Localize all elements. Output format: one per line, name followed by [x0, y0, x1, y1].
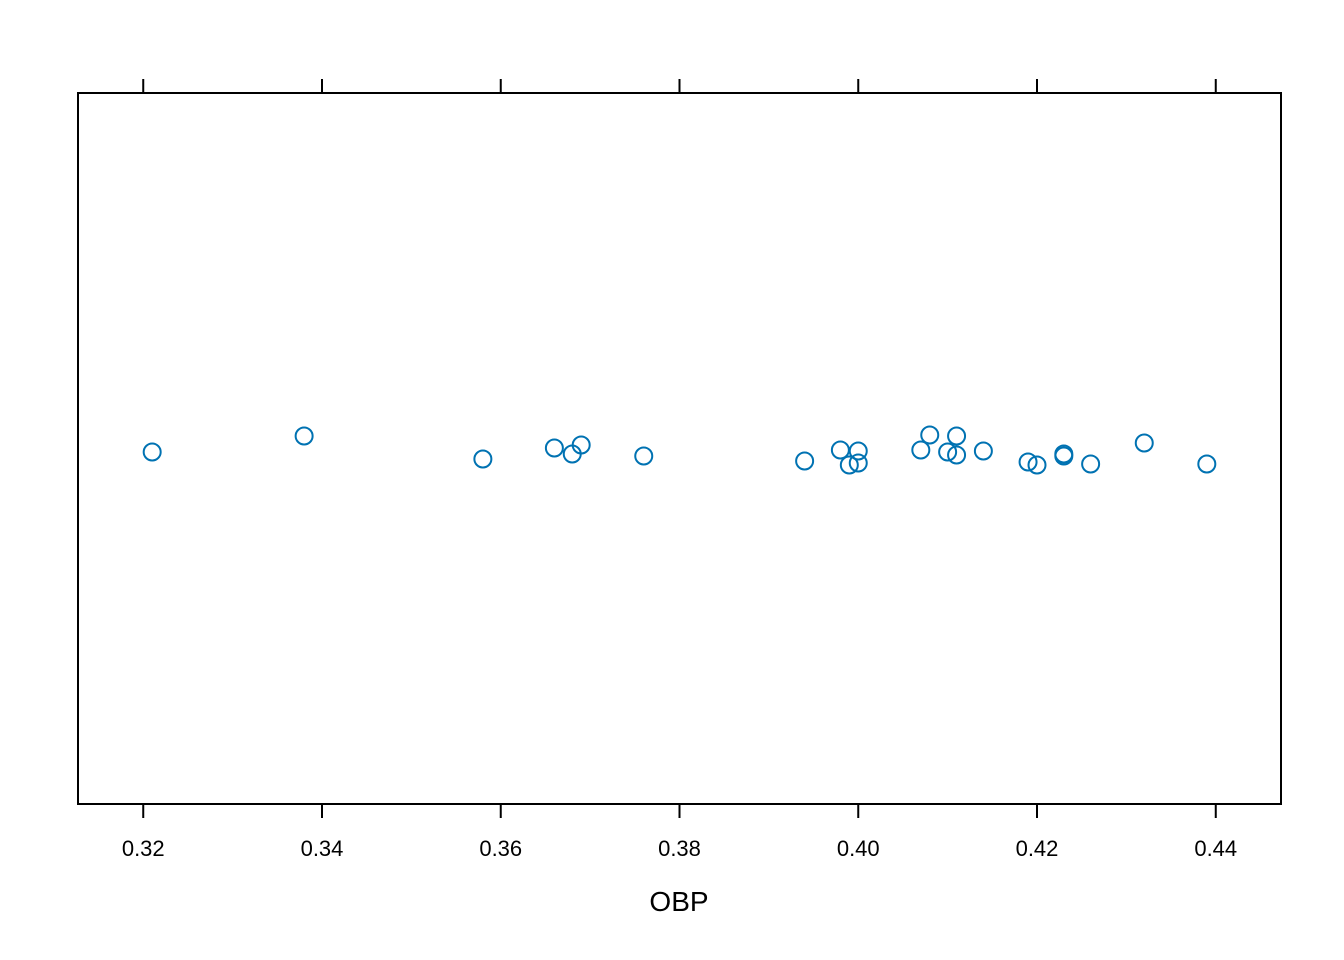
data-point: [795, 451, 815, 471]
data-point: [294, 426, 314, 446]
x-axis-title: OBP: [649, 886, 708, 917]
data-point: [973, 441, 993, 461]
x-tick-label: 0.38: [658, 836, 701, 861]
x-tick-label: 0.44: [1194, 836, 1237, 861]
x-tick-label: 0.36: [479, 836, 522, 861]
data-point: [544, 438, 564, 458]
data-point: [830, 440, 850, 460]
data-point: [947, 445, 967, 465]
data-point: [1018, 452, 1038, 472]
x-tick-label: 0.42: [1016, 836, 1059, 861]
data-point: [142, 442, 162, 462]
data-point: [571, 435, 591, 455]
data-points: [142, 425, 1217, 475]
data-point: [920, 425, 940, 445]
data-point: [1134, 433, 1154, 453]
data-point: [947, 426, 967, 446]
data-point: [839, 455, 859, 475]
plot-frame: [77, 92, 1282, 805]
data-point: [634, 446, 654, 466]
x-axis-top-ticks: [142, 79, 1217, 93]
data-point: [473, 449, 493, 469]
data-point: [911, 440, 931, 460]
data-point: [1197, 454, 1217, 474]
data-point: [938, 442, 958, 462]
x-tick-label: 0.34: [301, 836, 344, 861]
x-axis-bottom-ticks: [142, 804, 1217, 818]
data-point: [1054, 446, 1074, 466]
data-point: [1081, 454, 1101, 474]
data-point: [848, 441, 868, 461]
x-axis-tick-labels: 0.32 0.34 0.36 0.38 0.40 0.42 0.44: [122, 836, 1237, 861]
x-tick-label: 0.40: [837, 836, 880, 861]
data-point: [1027, 455, 1047, 475]
data-point: [848, 453, 868, 473]
x-tick-label: 0.32: [122, 836, 165, 861]
